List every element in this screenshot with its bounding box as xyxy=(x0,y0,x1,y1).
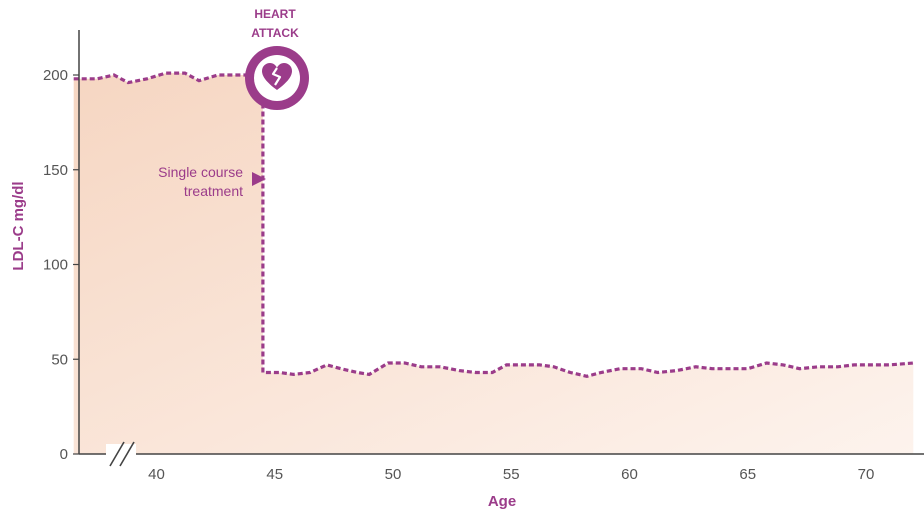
y-tick-label: 0 xyxy=(60,446,68,463)
x-tick-label: 65 xyxy=(739,466,756,483)
x-tick-label: 40 xyxy=(148,466,165,483)
y-tick-label: 200 xyxy=(43,67,68,84)
y-axis-label: LDL-C mg/dl xyxy=(10,181,27,270)
x-axis-break-mark xyxy=(106,441,136,467)
treatment-annotation: Single course treatment xyxy=(158,164,266,199)
x-axis-label: Age xyxy=(488,493,516,510)
treatment-label-line1: Single course xyxy=(158,164,243,180)
y-tick-labels: 0 50 100 150 200 xyxy=(43,67,79,463)
ldl-series-line xyxy=(73,71,914,378)
heart-attack-annotation: HEART ATTACK xyxy=(245,7,309,110)
x-tick-label: 45 xyxy=(266,466,283,483)
heart-attack-label-line2: ATTACK xyxy=(251,26,299,40)
arrow-right-icon xyxy=(252,172,266,186)
ldl-area-fill xyxy=(73,73,914,454)
x-tick-label: 60 xyxy=(621,466,638,483)
y-tick-label: 150 xyxy=(43,162,68,179)
x-tick-label: 55 xyxy=(503,466,520,483)
x-tick-label: 50 xyxy=(385,466,402,483)
x-tick-labels: 40 45 50 55 60 65 70 xyxy=(148,466,874,483)
heart-attack-label-line1: HEART xyxy=(254,7,296,21)
y-tick-label: 100 xyxy=(43,257,68,274)
treatment-label-line2: treatment xyxy=(184,183,243,199)
x-tick-label: 70 xyxy=(858,466,875,483)
y-tick-label: 50 xyxy=(51,351,68,368)
broken-heart-icon xyxy=(245,46,309,110)
